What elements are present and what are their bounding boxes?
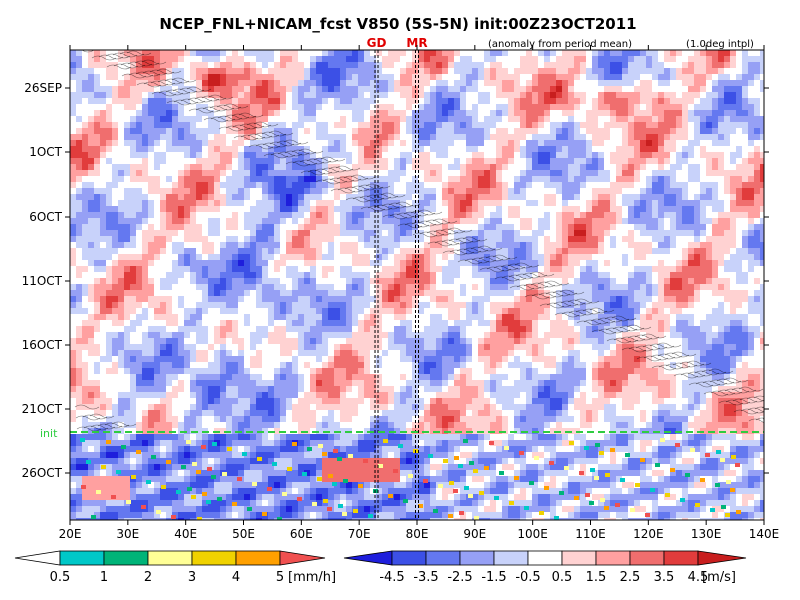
precip-legend-swatch (191, 550, 237, 566)
x-tick-label: 40E (174, 527, 197, 541)
precip-legend-swatch (103, 550, 149, 566)
precip-legend-swatch (59, 550, 105, 566)
x-tick-label: 30E (116, 527, 139, 541)
wind-legend-swatch (527, 550, 563, 566)
precip-legend-label: 1 (100, 570, 108, 585)
wind-legend-swatch (425, 550, 461, 566)
y-tick-label: 16OCT (22, 338, 63, 352)
marker-label-gd: GD (367, 36, 387, 50)
wind-legend-unit: [m/s] (702, 570, 736, 585)
precip-legend-arrow-right (279, 550, 326, 566)
y-tick-label: 21OCT (22, 402, 63, 416)
x-tick-label: 130E (691, 527, 722, 541)
anomaly-field (70, 50, 764, 520)
chart-subtitle-right: (1.0deg intpl) (686, 39, 754, 50)
wind-legend-swatch (595, 550, 631, 566)
x-tick-label: 140E (749, 527, 780, 541)
wind-legend-swatch (493, 550, 529, 566)
forecast-field (80, 438, 741, 520)
precip-legend-unit: [mm/h] (288, 570, 336, 585)
precip-legend-label: 5 (276, 570, 284, 585)
wind-legend-label: 1.5 (586, 570, 607, 585)
wind-legend-label: 3.5 (654, 570, 675, 585)
precip-legend-label: 0.5 (50, 570, 71, 585)
y-tick-label: 26SEP (24, 81, 62, 95)
precip-legend-arrow-left (14, 550, 61, 566)
wind-legend-swatch (663, 550, 699, 566)
chart-title: NCEP_FNL+NICAM_fcst V850 (5S-5N) init:00… (159, 15, 636, 33)
wind-legend-label: -4.5 (379, 570, 404, 585)
precip-legend: 0.5 1 2 3 4 5 [mm/h] (14, 550, 336, 585)
chart-subtitle-left: (anomaly from period mean) (488, 39, 632, 50)
x-tick-label: 100E (517, 527, 548, 541)
wind-legend-label: 4.5 (688, 570, 709, 585)
wind-legend-swatch (459, 550, 495, 566)
wind-legend: -4.5 -3.5 -2.5 -1.5 -0.5 0.5 1.5 2.5 3.5 4.5[m/s] (343, 550, 747, 585)
y-tick-label: 6OCT (29, 210, 62, 224)
x-tick-label: 90E (463, 527, 486, 541)
y-axis: 26SEP 1OCT 6OCT 11OCT 16OCT 21OCT 26OCT (22, 81, 769, 480)
wind-legend-swatch (629, 550, 665, 566)
wind-legend-label: -2.5 (447, 570, 472, 585)
wind-legend-label: 2.5 (620, 570, 641, 585)
precip-legend-swatch (147, 550, 193, 566)
x-axis: 20E 30E 40E 50E 60E 70E 80E 90E 100E 110E 120E 130E… (59, 45, 780, 541)
wind-legend-swatch (561, 550, 597, 566)
x-tick-label: 110E (575, 527, 606, 541)
wind-legend-label: 0.5 (552, 570, 573, 585)
precip-legend-label: 4 (232, 570, 240, 585)
x-tick-label: 60E (290, 527, 313, 541)
wind-legend-swatch (391, 550, 427, 566)
wind-legend-arrow-right (697, 550, 747, 566)
marker-lines: GD MR (367, 36, 428, 520)
precip-legend-label: 3 (188, 570, 196, 585)
y-tick-label: 11OCT (22, 274, 63, 288)
precip-legend-swatch (235, 550, 281, 566)
init-label: init (40, 427, 58, 440)
x-tick-label: 20E (59, 527, 82, 541)
x-tick-label: 120E (633, 527, 664, 541)
y-tick-label: 1OCT (29, 145, 62, 159)
precip-legend-label: 2 (144, 570, 152, 585)
wind-legend-arrow-left (343, 550, 393, 566)
x-tick-label: 80E (406, 527, 429, 541)
wind-legend-label: -0.5 (515, 570, 540, 585)
wind-legend-label: -3.5 (413, 570, 438, 585)
y-tick-label: 26OCT (22, 466, 63, 480)
plot-area (70, 50, 764, 520)
x-tick-label: 70E (348, 527, 371, 541)
wind-legend-label: -1.5 (481, 570, 506, 585)
x-tick-label: 50E (232, 527, 255, 541)
marker-label-mr: MR (406, 36, 427, 50)
